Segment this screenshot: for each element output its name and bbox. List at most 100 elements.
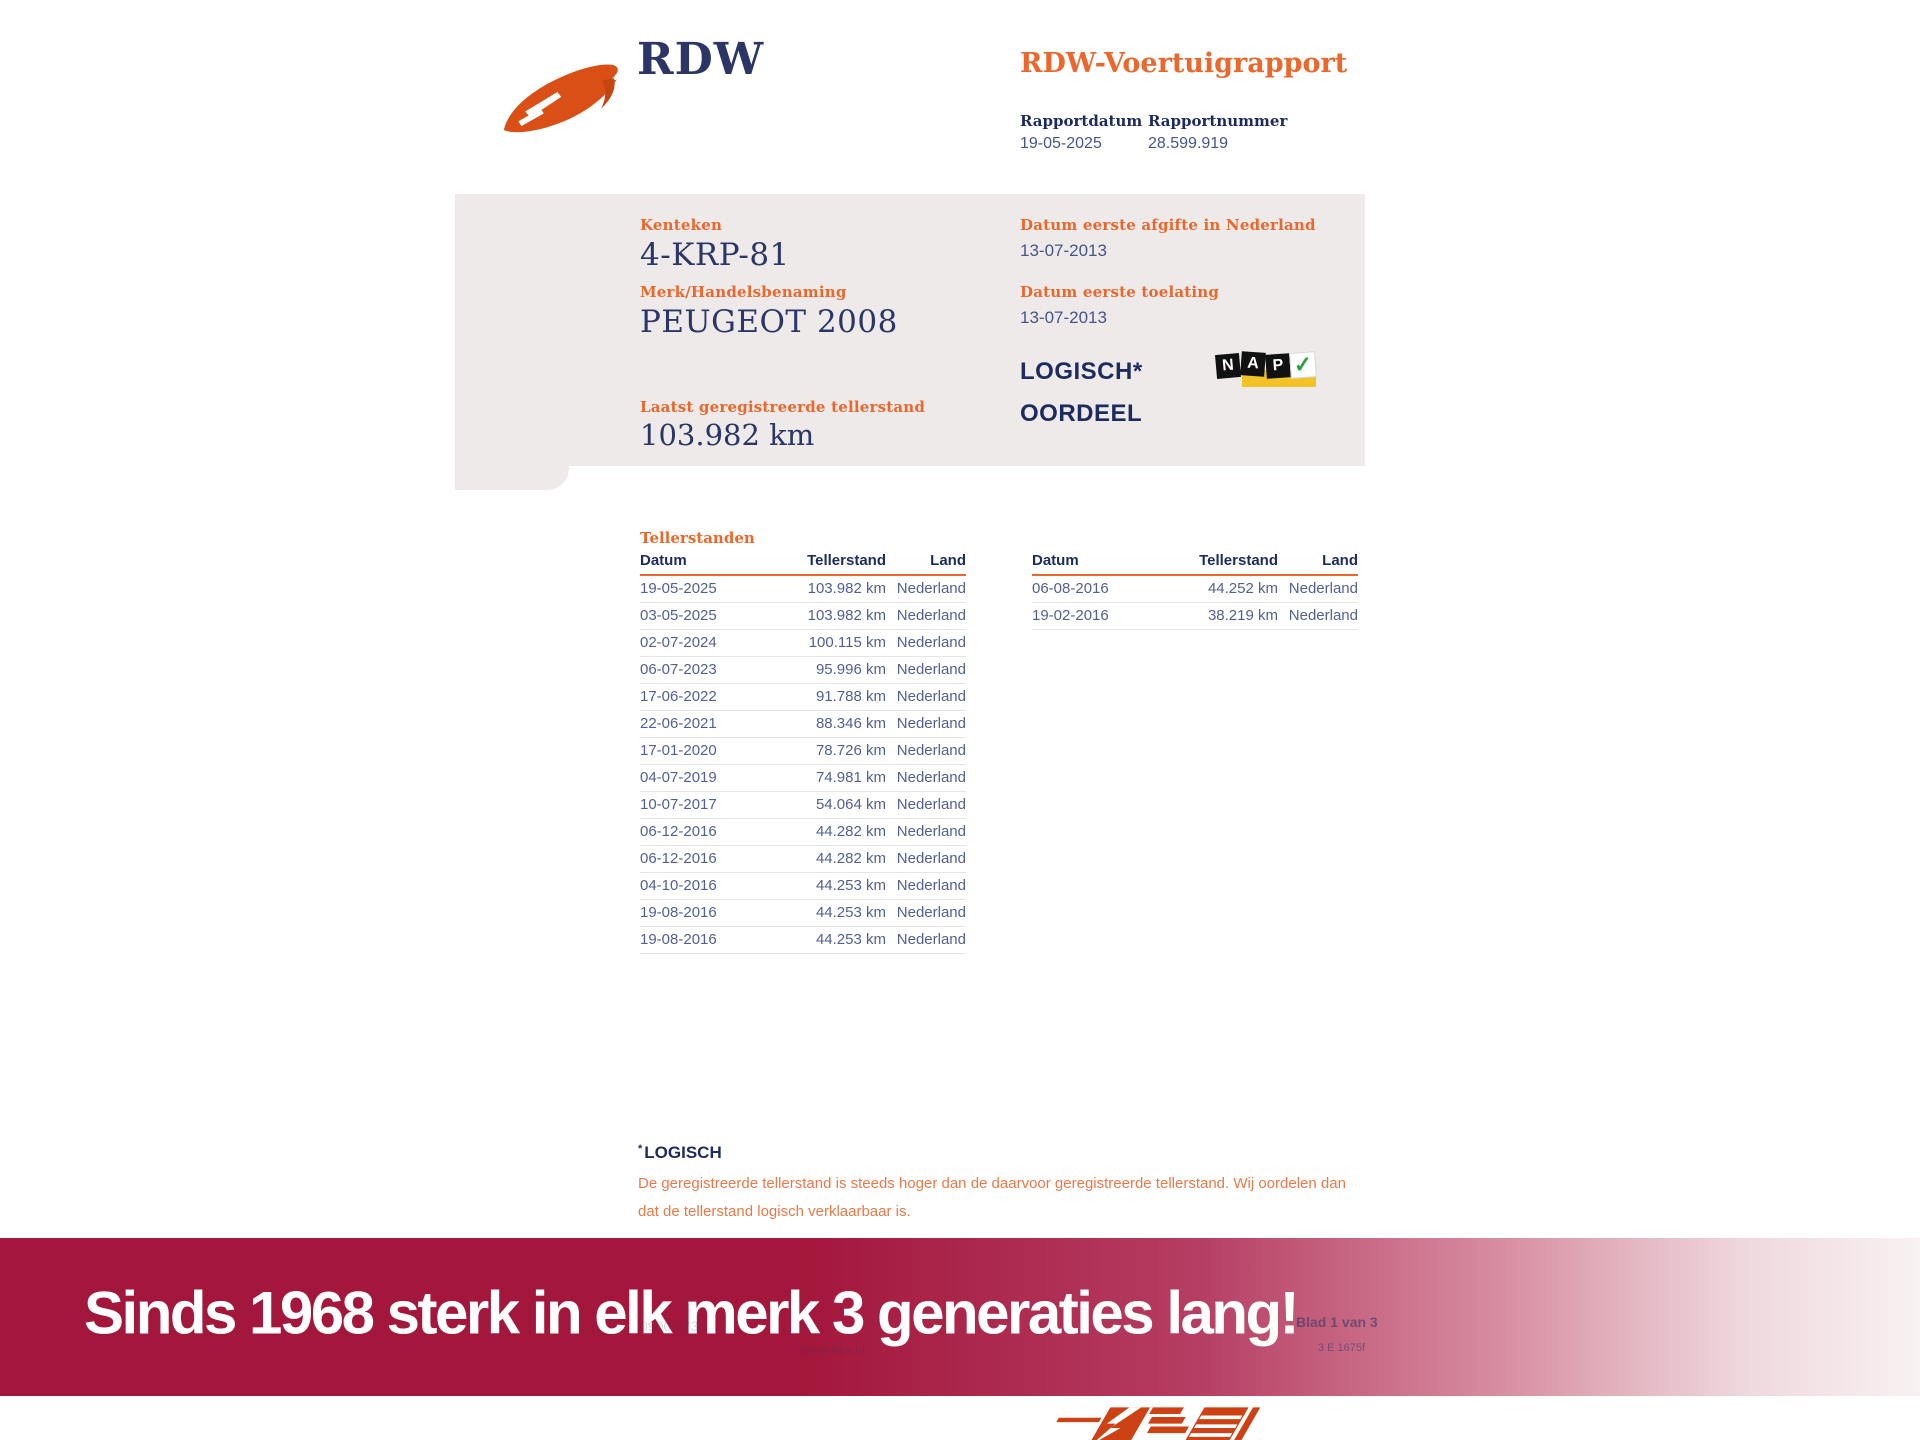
cell-datum: 17-01-2020 [640, 742, 717, 759]
cell-land: Nederland [896, 661, 966, 678]
cell-tellerstand: 44.253 km [815, 904, 886, 921]
cell-datum: 19-08-2016 [640, 904, 717, 921]
table-header: Datum Tellerstand Land [640, 552, 966, 576]
cell-tellerstand: 54.064 km [815, 796, 886, 813]
cell-datum: 06-08-2016 [1032, 580, 1109, 597]
cell-tellerstand: 91.788 km [815, 688, 886, 705]
cell-datum: 19-05-2025 [640, 580, 717, 597]
cell-tellerstand: 78.726 km [815, 742, 886, 759]
nap-logo: N A P ✓ [1214, 351, 1317, 394]
footnote-asterisk: * [638, 1143, 643, 1155]
cell-tellerstand: 103.982 km [807, 580, 886, 597]
cell-tellerstand: 95.996 km [815, 661, 886, 678]
tellerstanden-table-right: Datum Tellerstand Land 06-08-2016 44.252… [1032, 552, 1358, 630]
cell-land: Nederland [896, 688, 966, 705]
cell-land: Nederland [896, 823, 966, 840]
cell-datum: 06-12-2016 [640, 850, 717, 867]
cell-datum: 17-06-2022 [640, 688, 717, 705]
dealer-stripes-logo-icon [1056, 1407, 1261, 1440]
table-row: 19-08-2016 44.253 km Nederland [640, 900, 966, 927]
eerste-toelating-label: Datum eerste toelating [1020, 283, 1220, 301]
cell-land: Nederland [896, 769, 966, 786]
eerste-afgifte-value: 13-07-2013 [1020, 241, 1107, 260]
rdw-wordmark: RDW [637, 34, 765, 85]
cell-land: Nederland [896, 634, 966, 651]
table-row: 19-05-2025 103.982 km Nederland [640, 576, 966, 603]
report-date-value: 19-05-2025 [1020, 135, 1102, 152]
footnote-line-1: De geregistreerde tellerstand is steeds … [638, 1175, 1346, 1192]
footnote-title: * LOGISCH [638, 1143, 722, 1163]
eerste-toelating-value: 13-07-2013 [1020, 308, 1107, 327]
cell-land: Nederland [1288, 580, 1358, 597]
faint-phone-text: 0900 0739 [640, 1318, 707, 1334]
table-row: 19-08-2016 44.253 km Nederland [640, 927, 966, 954]
cell-datum: 04-07-2019 [640, 769, 717, 786]
cell-datum: 02-07-2024 [640, 634, 717, 651]
report-number-value: 28.599.919 [1148, 135, 1229, 152]
cell-tellerstand: 38.219 km [1207, 607, 1278, 624]
col-tellerstand: Tellerstand [1199, 552, 1278, 569]
cell-tellerstand: 44.282 km [815, 823, 886, 840]
cell-land: Nederland [896, 580, 966, 597]
nap-letter-a: A [1240, 351, 1266, 377]
nap-letter-p: P [1265, 353, 1291, 379]
cell-land: Nederland [1288, 607, 1358, 624]
table-row: 06-08-2016 44.252 km Nederland [1032, 576, 1358, 603]
cell-land: Nederland [896, 904, 966, 921]
col-datum: Datum [640, 552, 687, 569]
footnote-title-text: LOGISCH [644, 1143, 722, 1162]
table-row: 22-06-2021 88.346 km Nederland [640, 711, 966, 738]
vehicle-summary-panel [455, 194, 1365, 466]
cell-tellerstand: 103.982 km [807, 607, 886, 624]
cell-datum: 06-07-2023 [640, 661, 717, 678]
cell-tellerstand: 44.252 km [1207, 580, 1278, 597]
cell-land: Nederland [896, 877, 966, 894]
cell-tellerstand: 44.253 km [815, 877, 886, 894]
cell-land: Nederland [896, 931, 966, 948]
laatste-tellerstand-value: 103.982 km [640, 418, 815, 452]
promo-banner: Sinds 1968 sterk in elk merk 3 generatie… [0, 1238, 1920, 1396]
cell-tellerstand: 44.282 km [815, 850, 886, 867]
tellerstanden-table-left: Datum Tellerstand Land 19-05-2025 103.98… [640, 552, 966, 954]
table-row: 06-07-2023 95.996 km Nederland [640, 657, 966, 684]
tellerstanden-title: Tellerstanden [640, 529, 755, 547]
cell-datum: 04-10-2016 [640, 877, 717, 894]
nap-letter-n: N [1214, 352, 1242, 380]
faint-form-code: 3 E 1675f [1318, 1342, 1366, 1354]
eerste-afgifte-label: Datum eerste afgifte in Nederland [1020, 216, 1316, 234]
merk-label: Merk/Handelsbenaming [640, 283, 847, 301]
cell-land: Nederland [896, 715, 966, 732]
cell-land: Nederland [896, 742, 966, 759]
col-land: Land [1322, 552, 1358, 569]
cell-tellerstand: 88.346 km [815, 715, 886, 732]
kenteken-label: Kenteken [640, 216, 723, 234]
col-datum: Datum [1032, 552, 1079, 569]
footnote-line-2: dat de tellerstand logisch verklaarbaar … [638, 1203, 911, 1220]
cell-land: Nederland [896, 607, 966, 624]
cell-land: Nederland [896, 796, 966, 813]
col-tellerstand: Tellerstand [807, 552, 886, 569]
cell-datum: 22-06-2021 [640, 715, 717, 732]
table-row: 06-12-2016 44.282 km Nederland [640, 819, 966, 846]
document-title: RDW-Voertuigrapport [1020, 48, 1348, 79]
table-row: 03-05-2025 103.982 km Nederland [640, 603, 966, 630]
table-row: 10-07-2017 54.064 km Nederland [640, 792, 966, 819]
table-header: Datum Tellerstand Land [1032, 552, 1358, 576]
kenteken-value: 4-KRP-81 [640, 237, 790, 273]
table-row: 17-01-2020 78.726 km Nederland [640, 738, 966, 765]
oordeel-logisch: LOGISCH* [1020, 358, 1143, 385]
faint-page-number: Blad 1 van 3 [1296, 1314, 1378, 1330]
cell-tellerstand: 100.115 km [808, 634, 886, 651]
cell-tellerstand: 74.981 km [815, 769, 886, 786]
merk-value: PEUGEOT 2008 [640, 304, 898, 340]
cell-datum: 19-02-2016 [1032, 607, 1109, 624]
report-date-label: Rapportdatum [1020, 112, 1143, 130]
promo-banner-text: Sinds 1968 sterk in elk merk 3 generatie… [84, 1279, 1300, 1347]
faint-website-text: www.rdw.nl [800, 1342, 866, 1357]
vehicle-summary-panel-tab [455, 466, 569, 490]
table-row: 04-07-2019 74.981 km Nederland [640, 765, 966, 792]
cell-land: Nederland [896, 850, 966, 867]
table-row: 17-06-2022 91.788 km Nederland [640, 684, 966, 711]
cell-datum: 03-05-2025 [640, 607, 717, 624]
